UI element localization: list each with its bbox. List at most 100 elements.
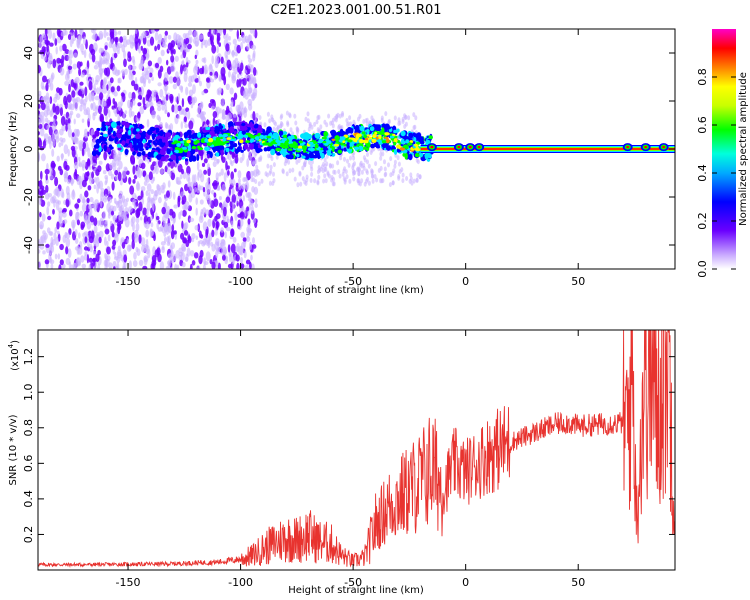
noise-speckle (207, 39, 211, 46)
noise-speckle (157, 57, 162, 65)
x-tick-label: 0 (462, 576, 469, 589)
noise-speckle (135, 246, 139, 253)
noise-speckle (247, 98, 253, 106)
noise-speckle (252, 77, 257, 85)
noise-speckle (181, 199, 185, 205)
noise-speckle (38, 239, 41, 244)
transition-speckle (412, 112, 416, 118)
band-core (204, 138, 209, 143)
band-speckle (296, 153, 300, 158)
band-speckle (166, 148, 171, 153)
band-speckle (281, 131, 288, 135)
noise-speckle (56, 188, 61, 198)
band-speckle (156, 154, 162, 160)
colorbar-tick-label: 0.2 (696, 212, 709, 230)
noise-speckle (80, 72, 85, 78)
band-core (250, 138, 255, 143)
noise-speckle (123, 50, 126, 59)
band-speckle (267, 127, 272, 132)
band-speckle (240, 126, 246, 131)
noise-speckle (121, 169, 127, 179)
noise-speckle (114, 169, 119, 176)
noise-speckle (151, 110, 156, 119)
noise-speckle (117, 101, 122, 111)
noise-speckle (58, 215, 61, 225)
noise-speckle (49, 247, 53, 255)
noise-speckle (148, 72, 153, 78)
band-speckle (314, 151, 320, 158)
noise-speckle (171, 104, 175, 113)
band-core (414, 143, 418, 147)
noise-speckle (217, 241, 220, 247)
noise-speckle (81, 147, 85, 157)
noise-speckle (84, 236, 88, 244)
band-speckle (135, 133, 141, 139)
band-speckle (414, 153, 420, 158)
noise-speckle (202, 221, 208, 232)
x-tick-label: -150 (116, 576, 141, 589)
noise-speckle (103, 106, 108, 116)
noise-speckle (126, 244, 132, 252)
noise-speckle (74, 137, 78, 145)
transition-speckle (360, 169, 364, 175)
transition-speckle (393, 159, 397, 165)
noise-speckle (235, 254, 240, 262)
noise-speckle (135, 216, 140, 224)
noise-speckle (102, 170, 107, 175)
transition-speckle (343, 156, 346, 162)
noise-speckle (197, 75, 201, 83)
transition-speckle (388, 182, 392, 188)
transition-speckle (260, 178, 264, 184)
noise-speckle (203, 57, 207, 64)
band-core (285, 144, 289, 149)
noise-speckle (45, 184, 49, 193)
band-core (402, 145, 408, 149)
noise-speckle (132, 179, 136, 184)
transition-speckle (374, 161, 378, 167)
noise-speckle (149, 36, 155, 46)
noise-speckle (229, 159, 233, 165)
noise-speckle (248, 58, 253, 63)
noise-speckle (67, 148, 70, 157)
band-speckle (369, 126, 375, 132)
noise-speckle (208, 197, 212, 207)
band-speckle (256, 126, 263, 134)
noise-speckle (185, 86, 189, 96)
noise-speckle (172, 191, 176, 200)
transition-speckle (349, 121, 353, 127)
band-speckle (225, 147, 230, 153)
transition-speckle (306, 111, 310, 117)
transition-speckle (333, 169, 337, 175)
transition-speckle (383, 166, 387, 172)
noise-speckle (73, 161, 79, 170)
band-speckle (349, 127, 354, 134)
band-speckle (102, 133, 108, 138)
noise-speckle (38, 118, 43, 123)
noise-speckle (112, 215, 118, 221)
noise-speckle (68, 228, 72, 236)
band-core (186, 139, 191, 144)
noise-speckle (97, 263, 101, 269)
noise-speckle (98, 92, 104, 100)
noise-speckle (126, 238, 130, 244)
noise-speckle (181, 262, 186, 268)
band-speckle (214, 126, 221, 133)
band-speckle (103, 144, 107, 152)
noise-speckle (71, 132, 75, 138)
noise-speckle (106, 246, 111, 255)
noise-speckle (130, 155, 136, 165)
noise-speckle (183, 238, 187, 244)
colorbar-tick-label: 0.8 (696, 68, 709, 86)
noise-speckle (209, 71, 213, 76)
noise-speckle (80, 43, 84, 53)
noise-speckle (76, 61, 81, 69)
noise-speckle (92, 162, 97, 167)
noise-speckle (103, 220, 108, 230)
band-core (307, 147, 311, 151)
noise-speckle (104, 236, 107, 246)
noise-speckle (70, 145, 76, 152)
noise-speckle (65, 198, 70, 208)
noise-speckle (225, 196, 231, 203)
noise-speckle (51, 148, 55, 157)
noise-speckle (234, 51, 238, 57)
